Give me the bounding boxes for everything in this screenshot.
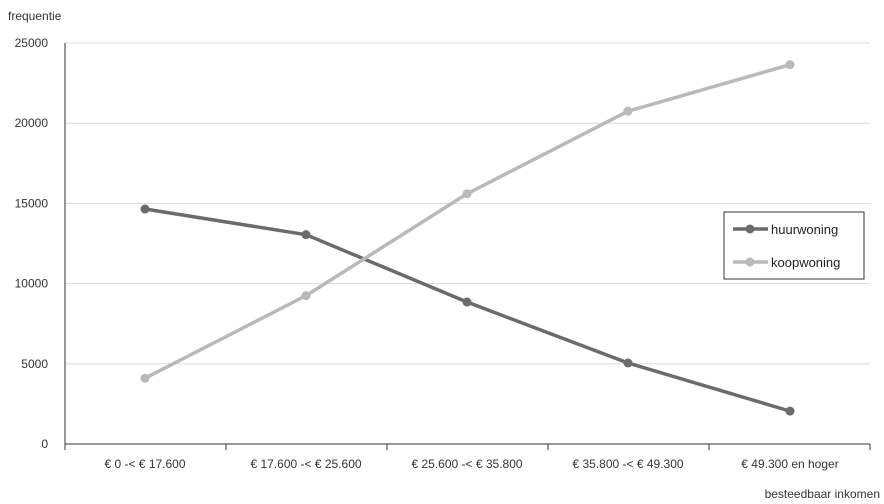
y-axis-label: frequentie: [8, 9, 62, 23]
y-tick-label: 10000: [15, 277, 49, 291]
series-line-koopwoning: [144, 62, 791, 380]
series-line-huurwoning: [144, 207, 791, 413]
y-tick-label: 25000: [15, 36, 49, 50]
x-tick-label: € 25.600 -< € 35.800: [411, 457, 522, 471]
legend-marker-koopwoning: [745, 257, 755, 267]
x-tick-label: € 17.600 -< € 25.600: [250, 457, 361, 471]
legend-label-koopwoning: koopwoning: [771, 255, 840, 270]
data-point-koopwoning: [301, 291, 311, 301]
x-axis-label: besteedbaar inkomen: [765, 487, 880, 501]
legend-label-huurwoning: huurwoning: [771, 222, 838, 237]
y-tick-label: 20000: [15, 116, 49, 130]
data-point-huurwoning: [785, 406, 795, 416]
x-tick-label: € 49.300 en hoger: [741, 457, 838, 471]
data-point-koopwoning: [623, 106, 633, 116]
data-point-koopwoning: [140, 373, 150, 383]
legend: huurwoning koopwoning: [723, 211, 865, 280]
data-point-huurwoning: [623, 358, 633, 368]
data-point-huurwoning: [140, 204, 150, 214]
data-point-huurwoning: [301, 230, 311, 240]
legend-marker-huurwoning: [745, 224, 755, 234]
y-tick-label: 0: [41, 437, 48, 451]
data-point-koopwoning: [785, 60, 795, 70]
x-tick-label: € 0 -< € 17.600: [104, 457, 185, 471]
x-tick-label: € 35.800 -< € 49.300: [572, 457, 683, 471]
data-point-huurwoning: [462, 297, 472, 307]
y-tick-label: 15000: [15, 196, 49, 210]
legend-box: [723, 211, 865, 280]
data-point-koopwoning: [462, 189, 472, 199]
y-tick-label: 5000: [21, 357, 48, 371]
